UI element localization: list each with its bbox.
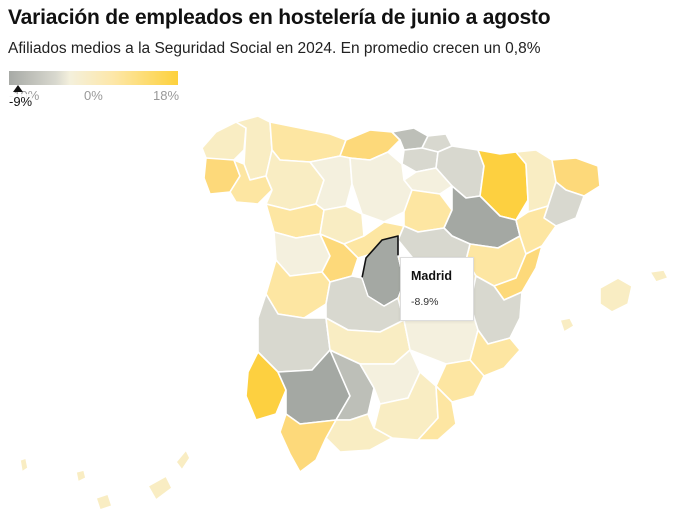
island-ibiza[interactable] xyxy=(559,317,575,333)
province-canarias-2[interactable] xyxy=(75,469,87,483)
chart-title: Variación de empleados en hostelería de … xyxy=(8,6,551,29)
province-canarias-1[interactable] xyxy=(19,457,29,473)
chart-subtitle: Afiliados medios a la Seguridad Social e… xyxy=(8,40,541,57)
province-canarias-3[interactable] xyxy=(95,493,113,511)
province-asturias[interactable] xyxy=(269,121,347,163)
legend-gradient-bar xyxy=(9,71,178,85)
province-almeria[interactable] xyxy=(417,385,457,441)
province-cadiz[interactable] xyxy=(279,413,337,473)
province-ourense[interactable] xyxy=(229,159,273,205)
color-legend: -10% 0% 18% -9% xyxy=(9,71,179,111)
tooltip-province-value: -8.9% xyxy=(411,296,439,308)
legend-marker-value: -9% xyxy=(9,94,33,109)
province-baleares[interactable] xyxy=(599,277,633,313)
province-malaga[interactable] xyxy=(325,413,393,453)
province-canarias-5[interactable] xyxy=(175,449,191,471)
legend-tick-max: 18% xyxy=(153,88,180,103)
province-a-coruna[interactable] xyxy=(201,121,247,161)
province-canarias-4[interactable] xyxy=(147,475,173,501)
province-tooltip: Madrid -8.9% xyxy=(400,257,474,321)
tooltip-province-name: Madrid xyxy=(411,269,452,283)
island-menorca[interactable] xyxy=(649,269,669,283)
legend-marker-icon xyxy=(13,85,23,92)
legend-tick-zero: 0% xyxy=(84,88,103,103)
